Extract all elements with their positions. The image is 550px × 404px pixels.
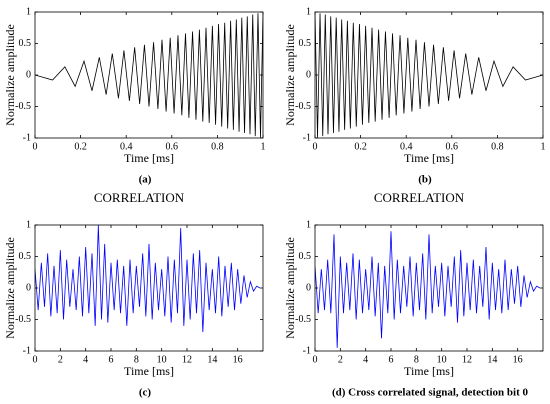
x-tick-label: 16 bbox=[233, 354, 243, 365]
x-tick-label: 0.4 bbox=[120, 141, 133, 152]
y-axis-label: Normalize amplitude bbox=[283, 237, 297, 339]
heading: CORRELATION bbox=[374, 190, 465, 205]
x-tick-label: 0 bbox=[33, 354, 38, 365]
x-tick-label: 1 bbox=[261, 141, 266, 152]
y-tick-label: -0.5 bbox=[15, 101, 31, 112]
x-axis-label: Time [ms] bbox=[404, 364, 454, 378]
x-tick-label: 12 bbox=[182, 354, 192, 365]
caption: (a) bbox=[139, 174, 152, 186]
x-tick-label: 0 bbox=[313, 141, 318, 152]
x-tick-label: 1 bbox=[541, 141, 546, 152]
x-tick-label: 0.6 bbox=[446, 141, 459, 152]
x-tick-label: 2 bbox=[58, 354, 63, 365]
y-tick-label: 1 bbox=[26, 219, 31, 230]
x-tick-label: 14 bbox=[487, 354, 497, 365]
x-tick-label: 14 bbox=[207, 354, 217, 365]
x-tick-label: 8 bbox=[134, 354, 139, 365]
y-tick-label: -1 bbox=[23, 132, 31, 143]
caption: (c) bbox=[139, 387, 152, 399]
y-tick-label: 0 bbox=[26, 282, 31, 293]
x-tick-label: 4 bbox=[83, 354, 88, 365]
plot-area bbox=[35, 225, 261, 333]
plot-area bbox=[315, 231, 541, 348]
y-axis-label: Normalize amplitude bbox=[283, 24, 297, 126]
x-tick-label: 16 bbox=[513, 354, 523, 365]
x-axis-label: Time [ms] bbox=[124, 364, 174, 378]
x-tick-label: 0.2 bbox=[354, 141, 367, 152]
signal-line bbox=[315, 231, 541, 348]
x-tick-label: 4 bbox=[363, 354, 368, 365]
y-tick-label: 1 bbox=[306, 6, 311, 17]
signal-line bbox=[315, 12, 543, 138]
x-tick-label: 0 bbox=[33, 141, 38, 152]
y-tick-label: 0.5 bbox=[299, 38, 312, 49]
heading: CORRELATION bbox=[94, 190, 185, 205]
x-tick-label: 12 bbox=[462, 354, 472, 365]
signal-line bbox=[35, 225, 261, 333]
caption: (d) Cross correlated signal, detection b… bbox=[332, 387, 529, 399]
x-tick-label: 6 bbox=[389, 354, 394, 365]
x-tick-label: 10 bbox=[157, 354, 167, 365]
x-axis-label: Time [ms] bbox=[124, 151, 174, 165]
y-tick-label: -1 bbox=[23, 345, 31, 356]
y-axis-label: Normalize amplitude bbox=[3, 237, 17, 339]
y-tick-label: 1 bbox=[306, 219, 311, 230]
y-tick-label: 0 bbox=[26, 69, 31, 80]
x-tick-label: 0.8 bbox=[211, 141, 224, 152]
x-tick-label: 0.2 bbox=[74, 141, 87, 152]
plot-area bbox=[35, 12, 263, 138]
y-tick-label: 0 bbox=[306, 282, 311, 293]
y-tick-label: -0.5 bbox=[295, 314, 311, 325]
y-tick-label: 0 bbox=[306, 69, 311, 80]
x-axis-label: Time [ms] bbox=[404, 151, 454, 165]
plot-area bbox=[315, 12, 543, 138]
x-tick-label: 6 bbox=[109, 354, 114, 365]
x-tick-label: 0.6 bbox=[166, 141, 179, 152]
y-tick-label: -1 bbox=[303, 345, 311, 356]
y-tick-label: -1 bbox=[303, 132, 311, 143]
y-tick-label: -0.5 bbox=[295, 101, 311, 112]
y-tick-label: 0.5 bbox=[19, 251, 32, 262]
x-tick-label: 8 bbox=[414, 354, 419, 365]
y-tick-label: 0.5 bbox=[19, 38, 32, 49]
y-axis-label: Normalize amplitude bbox=[3, 24, 17, 126]
caption: (b) bbox=[418, 174, 432, 186]
x-tick-label: 2 bbox=[338, 354, 343, 365]
y-tick-label: 0.5 bbox=[299, 251, 312, 262]
x-tick-label: 0 bbox=[313, 354, 318, 365]
x-tick-label: 0.8 bbox=[491, 141, 504, 152]
y-tick-label: -0.5 bbox=[15, 314, 31, 325]
x-tick-label: 10 bbox=[437, 354, 447, 365]
y-tick-label: 1 bbox=[26, 6, 31, 17]
signal-line bbox=[35, 12, 263, 138]
x-tick-label: 0.4 bbox=[400, 141, 413, 152]
